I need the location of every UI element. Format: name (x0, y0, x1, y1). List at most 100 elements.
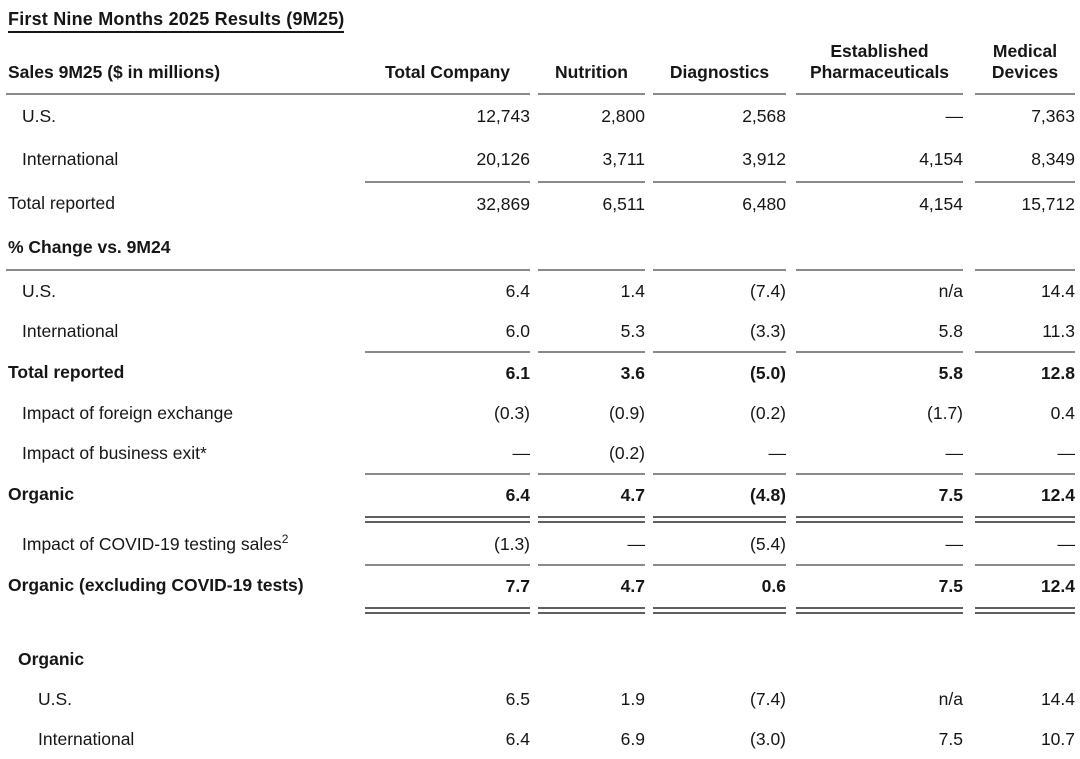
section-header-pct-change: % Change vs. 9M24 (6, 226, 1075, 271)
column-header-established-pharmaceuticals: Established Pharmaceuticals (796, 37, 963, 95)
cell-value: — (945, 533, 964, 554)
double-rule (796, 516, 963, 523)
column-gap (963, 37, 975, 95)
column-header-line: Medical (992, 41, 1058, 61)
cell-value: (0.3) (494, 402, 530, 423)
cell-value: 0.6 (653, 564, 786, 606)
table-row-pct-total: Total reported 6.1 3.6 (5.0) 5.8 12.8 (6, 351, 1075, 393)
cell-value: 3.6 (538, 351, 645, 393)
row-label: Impact of foreign exchange (22, 402, 234, 423)
cell-value: 1.4 (620, 280, 645, 301)
cell-value: (7.4) (750, 688, 786, 709)
cell-value: (7.4) (750, 280, 786, 301)
cell-value: 6.0 (505, 320, 530, 341)
cell-value: 2,800 (601, 106, 645, 126)
row-label: Impact of business exit* (22, 442, 207, 463)
cell-value: (0.2) (750, 402, 786, 423)
stub-header: Sales 9M25 ($ in millions) (6, 37, 365, 95)
cell-value: 32,869 (365, 181, 530, 226)
table-row-organic-ex-covid: Organic (excluding COVID-19 tests) 7.7 4… (6, 564, 1075, 606)
row-label: Organic (excluding COVID-19 tests) (8, 574, 304, 595)
cell-value: — (945, 442, 964, 463)
cell-value: 6.4 (505, 280, 530, 301)
cell-value: 4,154 (796, 181, 963, 226)
cell-value: — (1057, 442, 1076, 463)
cell-value: 12.4 (975, 473, 1075, 515)
row-label: International (22, 320, 119, 341)
cell-value: 7.5 (938, 728, 963, 749)
table-row-organic-us: U.S. 6.5 1.9 (7.4) n/a 14.4 (6, 679, 1075, 719)
cell-value: 15,712 (975, 181, 1075, 226)
table-row-organic: Organic 6.4 4.7 (4.8) 7.5 12.4 (6, 473, 1075, 515)
section-header-organic: Organic (6, 639, 1075, 679)
column-gap (786, 37, 796, 95)
cell-value: 6.4 (505, 728, 530, 749)
cell-value: 5.3 (620, 320, 645, 341)
table-row-sales-international: International 20,126 3,711 3,912 4,154 8… (6, 138, 1075, 181)
cell-value: 0.4 (1050, 402, 1075, 423)
column-header-total-company: Total Company (365, 37, 530, 95)
section-title: % Change vs. 9M24 (6, 226, 365, 271)
cell-value: n/a (938, 280, 963, 301)
cell-value: 12,743 (476, 106, 530, 126)
cell-value: 14.4 (1040, 688, 1075, 709)
cell-value: 6.4 (365, 473, 530, 515)
table-row-covid-impact: Impact of COVID-19 testing sales2 (1.3) … (6, 524, 1075, 564)
cell-value: (1.3) (494, 533, 530, 554)
double-rule-row (6, 515, 1075, 524)
row-label: Total reported (8, 361, 125, 382)
cell-value: 3,711 (602, 149, 646, 169)
cell-value: 5.8 (796, 351, 963, 393)
cell-value: 4.7 (538, 473, 645, 515)
column-header-medical-devices: Medical Devices (975, 37, 1075, 95)
cell-value: 7.7 (365, 564, 530, 606)
table-row-business-exit: Impact of business exit* — (0.2) — — — (6, 433, 1075, 473)
cell-value: — (627, 533, 646, 554)
cell-value: (3.0) (750, 728, 786, 749)
cell-value: (1.7) (927, 402, 963, 423)
cell-value: 3,912 (742, 149, 786, 169)
table-row-sales-us: U.S. 12,743 2,800 2,568 — 7,363 (6, 95, 1075, 138)
table-row-fx-impact: Impact of foreign exchange (0.3) (0.9) (… (6, 393, 1075, 433)
double-rule (538, 607, 645, 614)
cell-value: (5.0) (653, 351, 786, 393)
row-label: International (38, 728, 135, 749)
cell-value: 12.8 (975, 351, 1075, 393)
column-header-line: Total Company (384, 62, 511, 82)
column-header-diagnostics: Diagnostics (653, 37, 786, 95)
cell-value: — (768, 442, 787, 463)
financial-table: Sales 9M25 ($ in millions) Total Company… (6, 37, 1075, 759)
table-row-pct-us: U.S. 6.4 1.4 (7.4) n/a 14.4 (6, 271, 1075, 311)
cell-value: (4.8) (653, 473, 786, 515)
cell-value: 2,568 (742, 106, 786, 126)
cell-value: (5.4) (750, 533, 786, 554)
cell-value: 10.7 (1040, 728, 1075, 749)
cell-value: (0.9) (609, 402, 645, 423)
cell-value: — (512, 442, 531, 463)
header-row: Sales 9M25 ($ in millions) Total Company… (6, 37, 1075, 95)
column-gap (530, 37, 538, 95)
section-title: Organic (18, 648, 85, 669)
double-rule (365, 607, 530, 614)
double-rule (796, 607, 963, 614)
column-gap (645, 37, 653, 95)
double-rule-row (6, 606, 1075, 615)
cell-value: 8,349 (1031, 149, 1075, 169)
cell-value: 4.7 (538, 564, 645, 606)
table-row-organic-international: International 6.4 6.9 (3.0) 7.5 10.7 (6, 719, 1075, 759)
cell-value: 1.9 (620, 688, 645, 709)
row-label: Organic (8, 483, 75, 504)
cell-value: 6.5 (505, 688, 530, 709)
cell-value: 7.5 (796, 473, 963, 515)
row-label: Impact of COVID-19 testing sales2 (6, 524, 365, 564)
table-row-pct-international: International 6.0 5.3 (3.3) 5.8 11.3 (6, 311, 1075, 351)
row-label: U.S. (22, 106, 57, 126)
double-rule (653, 516, 786, 523)
footnote-marker: 2 (281, 531, 289, 546)
spacer-row (6, 615, 1075, 639)
double-rule (365, 516, 530, 523)
cell-value: 6,480 (653, 181, 786, 226)
cell-value: 11.3 (1042, 320, 1075, 341)
cell-value: — (945, 106, 964, 126)
row-label: U.S. (38, 688, 73, 709)
